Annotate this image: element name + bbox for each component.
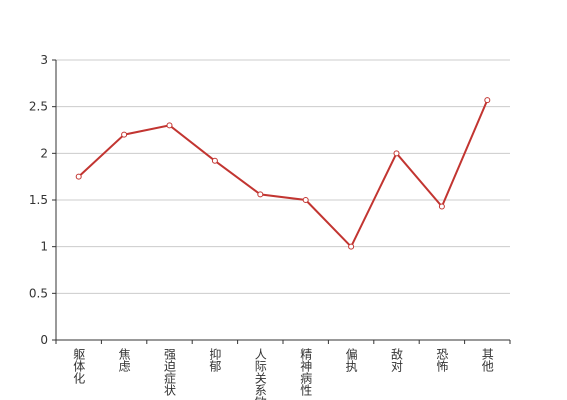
point xyxy=(484,97,491,104)
point xyxy=(348,243,355,250)
point xyxy=(121,131,128,138)
y-tick-label: 2.5 xyxy=(29,100,48,114)
line xyxy=(78,99,489,249)
point xyxy=(438,203,445,210)
y-tick-label: 0.5 xyxy=(29,286,48,300)
y-tick-label: 1 xyxy=(40,240,48,254)
y-tick-label: 0 xyxy=(40,333,48,347)
point xyxy=(211,157,218,164)
x-tick-label: 偏执 xyxy=(344,347,358,373)
x-tick-label: 敌对 xyxy=(390,347,404,372)
x-tick-label: 焦虑 xyxy=(117,348,131,372)
y-tick-label: 3 xyxy=(40,53,48,67)
x-tick-label: 其他 xyxy=(480,348,494,372)
x-tick-label: 抑郁 xyxy=(208,347,222,373)
y-tick-label: 2 xyxy=(40,146,48,160)
x-tick-label: 恐怖 xyxy=(435,348,449,372)
x-tick-label: 精神病性 xyxy=(299,348,313,397)
point xyxy=(302,197,309,203)
x-tick-label: 躯体化 xyxy=(72,347,86,385)
point xyxy=(393,150,400,157)
point xyxy=(257,191,264,198)
x-tick-label: 人际关系敏感 xyxy=(253,348,267,400)
y-tick-label: 1.5 xyxy=(29,193,48,207)
point xyxy=(166,122,173,129)
x-tick-label: 强迫症状 xyxy=(163,348,177,396)
point xyxy=(75,173,82,180)
